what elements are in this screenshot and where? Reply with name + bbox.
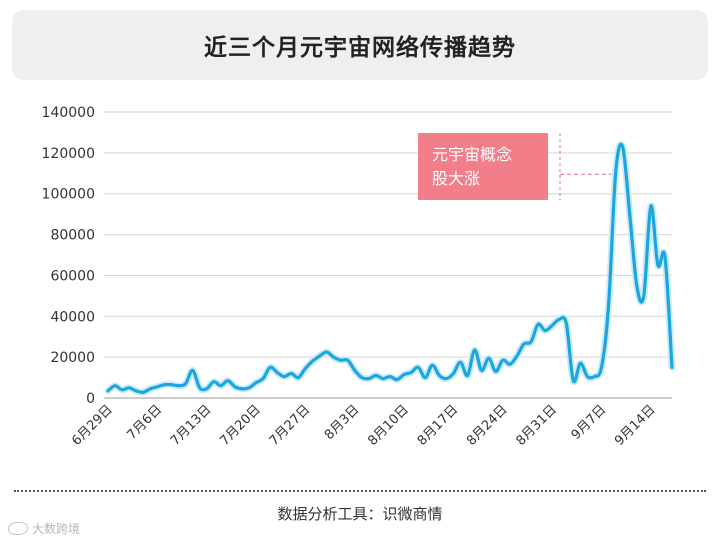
x-tick-label: 8月3日 [322, 402, 363, 443]
line-chart: 0 20000 40000 60000 80000 100000 120000 140000 6… [42, 105, 676, 449]
watermark: 大数跨境 [8, 520, 80, 537]
y-tick-label: 0 [86, 391, 95, 407]
y-tick-label: 140000 [42, 105, 95, 121]
x-tick-label: 9月7日 [569, 402, 610, 443]
x-tick-label: 7月20日 [217, 402, 264, 449]
series-line [106, 142, 674, 394]
series-line-glow [104, 140, 676, 396]
y-tick-label: 100000 [42, 187, 95, 203]
title-bar: 近三个月元宇宙网络传播趋势 [12, 10, 708, 80]
annotation-text: 元宇宙概念 [432, 145, 512, 164]
y-tick-label: 80000 [50, 228, 95, 244]
x-tick-label: 6月29日 [69, 402, 116, 449]
annotation-text: 股大涨 [432, 169, 480, 188]
footer-divider [14, 490, 706, 492]
x-tick-label: 8月10日 [365, 402, 412, 449]
y-tick-label: 60000 [50, 268, 95, 284]
x-tick-label: 8月31日 [513, 402, 560, 449]
page-title: 近三个月元宇宙网络传播趋势 [204, 35, 516, 61]
y-tick-label: 120000 [42, 146, 95, 162]
y-tick-label: 40000 [50, 309, 95, 325]
data-source-text: 数据分析工具：识微商情 [277, 505, 443, 523]
x-tick-label: 8月17日 [415, 402, 462, 449]
y-tick-label: 20000 [50, 350, 95, 366]
x-tick-label: 9月14日 [612, 402, 659, 449]
x-tick-label: 8月24日 [464, 402, 511, 449]
x-tick-label: 7月6日 [124, 402, 165, 443]
watermark-text: 大数跨境 [32, 522, 81, 536]
watermark-logo-icon [8, 522, 28, 535]
annotation-box [418, 133, 548, 200]
x-tick-label: 7月13日 [168, 402, 215, 449]
x-tick-label: 7月27日 [267, 402, 314, 449]
